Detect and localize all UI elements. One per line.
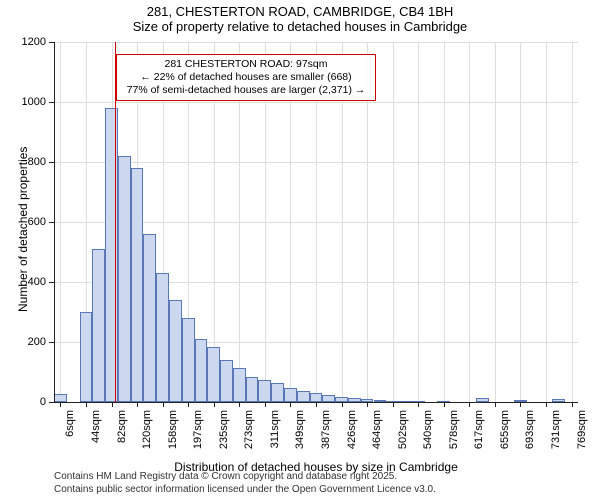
histogram-bar [80, 312, 93, 402]
x-tick-label: 578sqm [448, 410, 460, 465]
histogram-bar [207, 347, 220, 403]
x-tick-label: 197sqm [192, 410, 204, 465]
x-tick-label: 693sqm [524, 410, 536, 465]
histogram-bar [246, 377, 259, 403]
histogram-bar [220, 360, 233, 402]
gridline-v [444, 42, 445, 402]
x-tick-label: 235sqm [218, 410, 230, 465]
gridline-v [469, 42, 470, 402]
annotation-line: ← 22% of detached houses are smaller (66… [123, 71, 369, 84]
histogram-bar [143, 234, 156, 402]
x-tick-label: 655sqm [499, 410, 511, 465]
histogram-bar [284, 388, 297, 402]
x-tick-label: 120sqm [141, 410, 153, 465]
x-tick-label: 769sqm [576, 410, 588, 465]
gridline-v [546, 42, 547, 402]
chart-area: 0200400600800100012006sqm44sqm82sqm120sq… [0, 0, 600, 500]
annotation-line: 77% of semi-detached houses are larger (… [123, 84, 369, 97]
histogram-bar [233, 368, 246, 403]
x-tick-label: 273sqm [243, 410, 255, 465]
histogram-bar [322, 395, 335, 402]
x-tick-label: 311sqm [269, 410, 281, 465]
x-tick-label: 617sqm [473, 410, 485, 465]
x-axis-line [54, 402, 578, 403]
histogram-bar [118, 156, 131, 402]
histogram-bar [131, 168, 144, 402]
histogram-bar [92, 249, 105, 402]
annotation-box: 281 CHESTERTON ROAD: 97sqm← 22% of detac… [116, 54, 376, 101]
y-tick-label: 1200 [0, 36, 46, 48]
y-tick-label: 0 [0, 396, 46, 408]
x-tick-label: 387sqm [320, 410, 332, 465]
x-tick-label: 82sqm [116, 410, 128, 465]
gridline-v [393, 42, 394, 402]
footer-line1: Contains HM Land Registry data © Crown c… [54, 471, 436, 484]
y-tick-label: 200 [0, 336, 46, 348]
histogram-bar [182, 318, 195, 402]
gridline-v [572, 42, 573, 402]
histogram-bar [156, 273, 169, 402]
gridline-v [520, 42, 521, 402]
annotation-line: 281 CHESTERTON ROAD: 97sqm [123, 58, 369, 71]
gridline-v [60, 42, 61, 402]
x-tick-label: 502sqm [397, 410, 409, 465]
histogram-bar [195, 339, 208, 402]
histogram-bar [54, 394, 67, 402]
chart-figure: 281, CHESTERTON ROAD, CAMBRIDGE, CB4 1BH… [0, 0, 600, 500]
y-tick-label: 1000 [0, 96, 46, 108]
histogram-bar [169, 300, 182, 402]
x-tick-label: 6sqm [64, 410, 76, 465]
x-tick-label: 540sqm [422, 410, 434, 465]
footer: Contains HM Land Registry data © Crown c… [54, 471, 436, 496]
x-tick-label: 158sqm [167, 410, 179, 465]
x-tick-label: 426sqm [346, 410, 358, 465]
x-tick-label: 44sqm [90, 410, 102, 465]
footer-line2: Contains public sector information licen… [54, 484, 436, 497]
histogram-bar [297, 391, 310, 402]
x-tick-label: 464sqm [371, 410, 383, 465]
histogram-bar [310, 393, 323, 402]
x-tick-label: 349sqm [294, 410, 306, 465]
histogram-bar [258, 380, 271, 402]
histogram-bar [271, 383, 284, 402]
x-tick-label: 731sqm [550, 410, 562, 465]
y-axis-label: Number of detached properties [16, 147, 30, 312]
y-axis-line [54, 42, 55, 402]
gridline-v [495, 42, 496, 402]
gridline-v [418, 42, 419, 402]
